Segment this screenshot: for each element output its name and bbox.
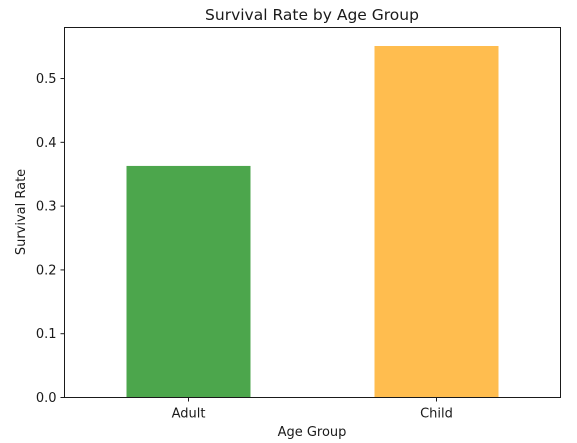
- y-axis-label: Survival Rate: [14, 169, 29, 255]
- x-tick-label: Child: [420, 407, 453, 422]
- y-tick-label: 0.2: [36, 263, 57, 278]
- y-tick-label: 0.0: [36, 391, 57, 406]
- y-tick-label: 0.1: [36, 327, 57, 342]
- bar-child: [374, 46, 499, 398]
- bars: [126, 46, 499, 398]
- x-axis-ticks: Adult Child: [172, 397, 453, 422]
- y-axis-ticks: 0.0 0.1 0.2 0.3 0.4 0.5: [36, 72, 65, 406]
- x-tick-label: Adult: [172, 407, 206, 422]
- y-tick-label: 0.3: [36, 200, 57, 215]
- chart-title: Survival Rate by Age Group: [205, 6, 419, 24]
- bar-adult: [126, 165, 251, 398]
- x-axis-label: Age Group: [278, 425, 347, 440]
- y-tick-label: 0.5: [36, 72, 57, 87]
- plot-frame: [64, 27, 561, 398]
- y-tick-label: 0.4: [36, 136, 57, 151]
